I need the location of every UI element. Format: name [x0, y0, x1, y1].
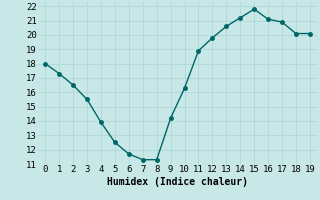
- X-axis label: Humidex (Indice chaleur): Humidex (Indice chaleur): [107, 177, 248, 187]
